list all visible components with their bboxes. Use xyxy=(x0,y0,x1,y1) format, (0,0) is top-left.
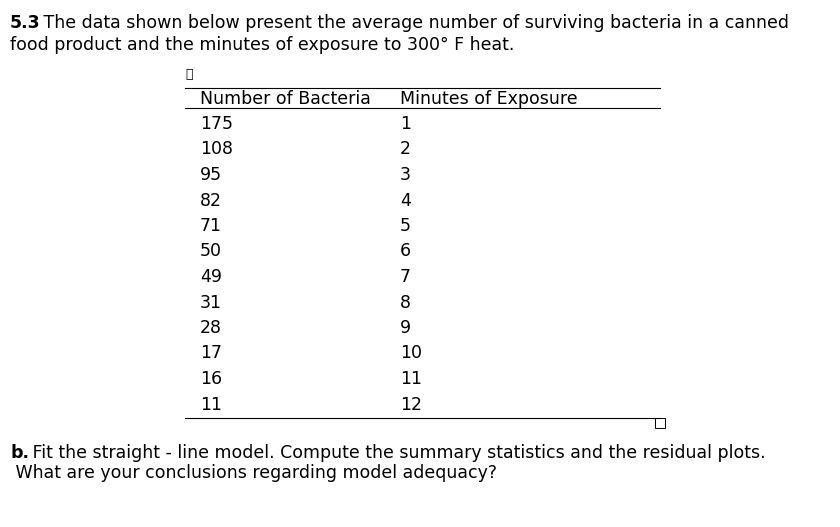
Text: 6: 6 xyxy=(400,242,411,260)
Text: 31: 31 xyxy=(200,294,222,311)
Text: 49: 49 xyxy=(200,268,222,286)
Text: 50: 50 xyxy=(200,242,222,260)
Text: 16: 16 xyxy=(200,370,222,388)
Text: 28: 28 xyxy=(200,319,222,337)
Text: 5.3: 5.3 xyxy=(10,14,40,32)
Text: 82: 82 xyxy=(200,191,222,210)
Text: 95: 95 xyxy=(200,166,222,184)
Text: b.: b. xyxy=(10,444,29,462)
Text: Number of Bacteria: Number of Bacteria xyxy=(200,90,371,108)
Text: 3: 3 xyxy=(400,166,411,184)
Text: 2: 2 xyxy=(400,141,411,159)
Text: 9: 9 xyxy=(400,319,411,337)
Text: 1: 1 xyxy=(400,115,411,133)
Text: 5: 5 xyxy=(400,217,411,235)
Text: 10: 10 xyxy=(400,345,422,363)
Text: food product and the minutes of exposure to 300° F heat.: food product and the minutes of exposure… xyxy=(10,36,514,54)
Text: Minutes of Exposure: Minutes of Exposure xyxy=(400,90,578,108)
Text: What are your conclusions regarding model adequacy?: What are your conclusions regarding mode… xyxy=(10,464,497,482)
Bar xyxy=(655,418,665,428)
Text: 11: 11 xyxy=(200,395,222,414)
Text: The data shown below present the average number of surviving bacteria in a canne: The data shown below present the average… xyxy=(38,14,789,32)
Text: 71: 71 xyxy=(200,217,222,235)
Text: 7: 7 xyxy=(400,268,411,286)
Text: Fit the straight - line model. Compute the summary statistics and the residual p: Fit the straight - line model. Compute t… xyxy=(27,444,765,462)
Text: 108: 108 xyxy=(200,141,233,159)
Text: 4: 4 xyxy=(400,191,411,210)
Text: 11: 11 xyxy=(400,370,422,388)
Text: 17: 17 xyxy=(200,345,222,363)
Text: 8: 8 xyxy=(400,294,411,311)
Text: 12: 12 xyxy=(400,395,422,414)
Text: 175: 175 xyxy=(200,115,233,133)
Text: ⯎: ⯎ xyxy=(185,68,192,81)
